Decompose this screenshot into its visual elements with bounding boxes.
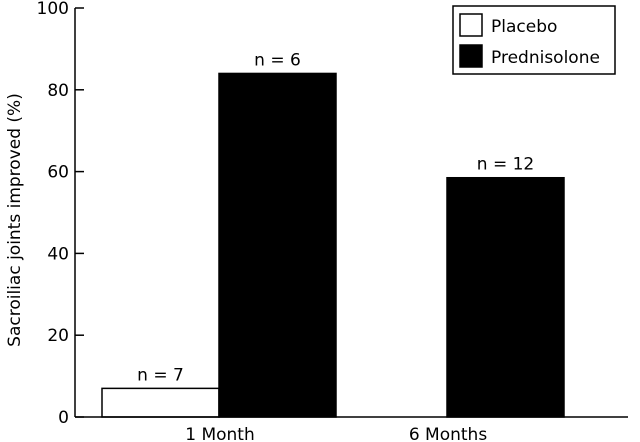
y-tick-label: 60 [47,163,69,183]
x-axis: 1 Month 6 Months [75,416,628,442]
legend-swatch-prednisolone [459,44,483,68]
y-tick-label: 80 [47,81,69,101]
bar-prednisolone-1 [218,72,337,418]
y-axis: 0 20 40 60 80 100 [37,0,84,428]
bar-data-label: n = 7 [137,365,184,385]
x-category-label: 6 Months [409,425,488,442]
y-tick-label: 40 [47,244,69,264]
legend: Placebo Prednisolone [452,5,616,75]
legend-swatch-placebo [459,13,483,37]
legend-label-prednisolone: Prednisolone [491,48,600,68]
bars: n = 7 n = 6 n = 12 [101,50,565,418]
bar-data-label: n = 6 [254,50,301,70]
y-tick-label: 20 [47,326,69,346]
y-axis-title: Sacroiliac joints improved (%) [5,93,25,347]
y-tick-label: 100 [37,0,69,19]
bar-data-label: n = 12 [477,155,534,175]
bar-placebo-1 [101,387,220,418]
x-category-label: 1 Month [185,425,255,442]
bar-prednisolone-2 [446,176,565,418]
legend-label-placebo: Placebo [491,17,557,37]
y-tick-label: 0 [58,408,69,428]
